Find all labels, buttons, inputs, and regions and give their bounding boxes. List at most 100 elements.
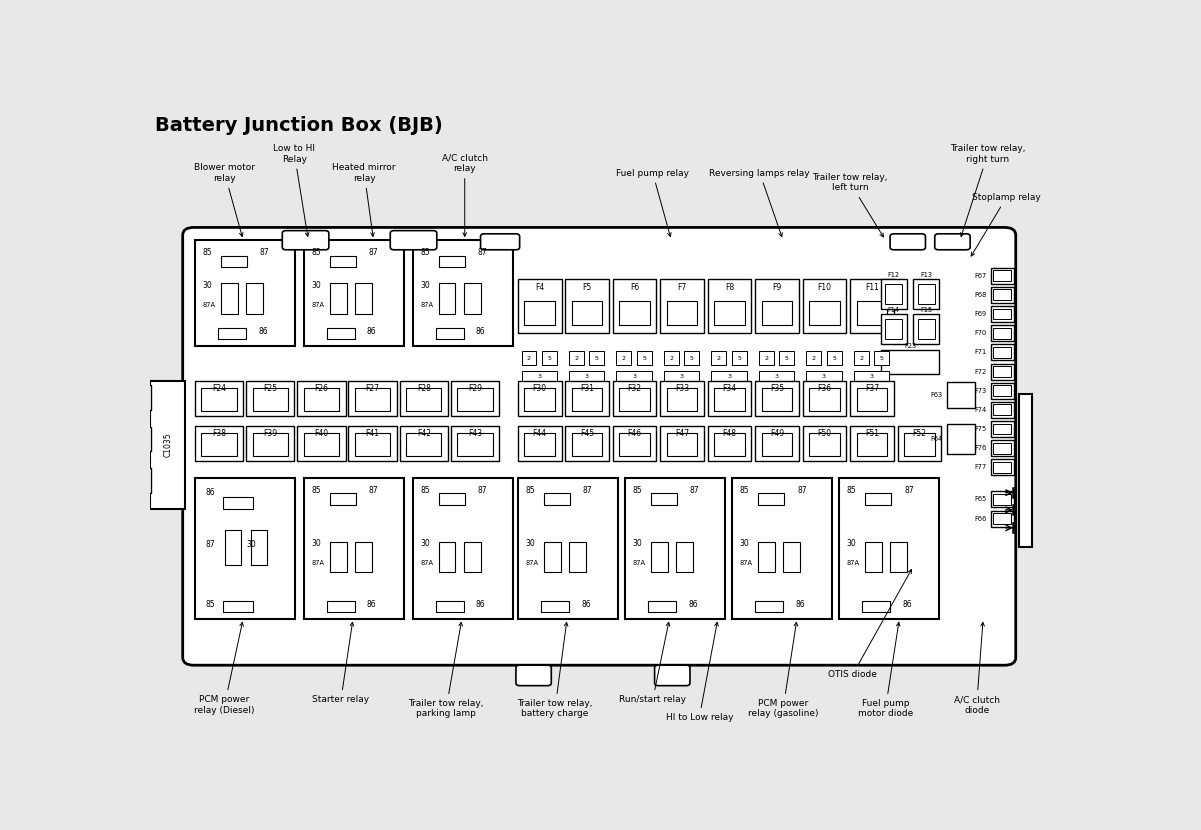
Text: F12: F12 xyxy=(888,271,900,278)
Text: 87A: 87A xyxy=(420,559,434,566)
Bar xyxy=(569,351,584,365)
Text: Trailer tow relay,
battery charge: Trailer tow relay, battery charge xyxy=(518,622,593,719)
Text: 30: 30 xyxy=(420,281,430,290)
Text: F5: F5 xyxy=(582,283,592,292)
Text: F37: F37 xyxy=(865,384,879,393)
Text: F8: F8 xyxy=(725,283,734,292)
Text: 87A: 87A xyxy=(311,559,324,566)
Text: 87A: 87A xyxy=(420,301,434,308)
Text: F70: F70 xyxy=(975,330,987,336)
Bar xyxy=(711,371,747,383)
Text: F13: F13 xyxy=(920,271,932,278)
Bar xyxy=(667,433,698,456)
Bar xyxy=(225,530,241,565)
Bar xyxy=(544,493,570,505)
Text: F34: F34 xyxy=(723,384,736,393)
Bar xyxy=(221,284,238,314)
Bar xyxy=(850,426,894,461)
Text: 5: 5 xyxy=(737,356,741,361)
Bar xyxy=(464,542,480,572)
Text: PCM power
relay (Diesel): PCM power relay (Diesel) xyxy=(195,622,255,715)
Text: F4: F4 xyxy=(534,283,544,292)
Text: 87A: 87A xyxy=(525,559,538,566)
Bar xyxy=(993,442,1011,454)
Text: F63: F63 xyxy=(930,392,943,398)
Bar xyxy=(874,351,889,365)
Bar xyxy=(355,284,371,314)
Text: 30: 30 xyxy=(311,281,321,290)
Text: 3: 3 xyxy=(821,374,826,379)
Text: 87: 87 xyxy=(478,248,488,257)
Bar xyxy=(613,381,657,416)
Bar xyxy=(993,271,1011,281)
Bar xyxy=(991,440,1014,457)
Text: F9: F9 xyxy=(772,283,782,292)
Text: F74: F74 xyxy=(975,407,987,413)
Text: Blower motor
relay: Blower motor relay xyxy=(195,164,255,237)
Text: 3: 3 xyxy=(632,374,637,379)
Bar xyxy=(865,493,891,505)
Bar xyxy=(195,478,295,618)
Text: 87: 87 xyxy=(369,486,378,496)
Text: F28: F28 xyxy=(417,384,431,393)
Bar xyxy=(809,301,839,325)
Text: F66: F66 xyxy=(975,515,987,521)
Bar xyxy=(521,351,537,365)
Bar xyxy=(222,601,252,613)
Bar xyxy=(195,240,295,345)
Text: F14: F14 xyxy=(888,307,900,313)
Text: F50: F50 xyxy=(818,429,831,437)
Text: F52: F52 xyxy=(913,429,926,437)
Text: Run/start relay: Run/start relay xyxy=(620,622,686,704)
Bar xyxy=(297,381,346,416)
Text: F77: F77 xyxy=(975,465,987,471)
Text: 85: 85 xyxy=(420,486,430,496)
Bar xyxy=(252,388,288,411)
Text: F11: F11 xyxy=(865,283,879,292)
Text: 86: 86 xyxy=(368,327,377,336)
Bar xyxy=(991,306,1014,322)
Text: 87A: 87A xyxy=(847,559,860,566)
Text: 3: 3 xyxy=(680,374,683,379)
Bar xyxy=(525,301,555,325)
Text: 85: 85 xyxy=(311,248,321,257)
Bar xyxy=(731,351,747,365)
Bar xyxy=(544,542,561,572)
Bar xyxy=(246,426,294,461)
Bar xyxy=(993,494,1011,505)
Text: F65: F65 xyxy=(975,496,987,502)
Bar xyxy=(918,284,934,304)
Bar xyxy=(438,256,465,267)
Bar xyxy=(572,388,603,411)
Text: F40: F40 xyxy=(315,429,328,437)
Text: Starter relay: Starter relay xyxy=(312,622,370,704)
Bar xyxy=(569,542,586,572)
Bar xyxy=(758,542,775,572)
Text: 2: 2 xyxy=(717,356,721,361)
Bar xyxy=(802,426,847,461)
Text: 87: 87 xyxy=(582,486,592,496)
Bar xyxy=(525,388,555,411)
Text: 30: 30 xyxy=(246,540,256,549)
Bar xyxy=(616,351,632,365)
Bar xyxy=(664,351,679,365)
Text: F73: F73 xyxy=(975,388,987,393)
Bar xyxy=(707,279,752,333)
Bar xyxy=(413,240,513,345)
Text: F29: F29 xyxy=(468,384,482,393)
Text: F68: F68 xyxy=(975,292,987,298)
Bar xyxy=(327,601,355,613)
Text: F33: F33 xyxy=(675,384,689,393)
Bar xyxy=(518,426,562,461)
Bar xyxy=(759,371,794,383)
FancyBboxPatch shape xyxy=(183,227,1016,665)
Bar xyxy=(904,433,934,456)
Text: 85: 85 xyxy=(525,486,534,496)
Bar xyxy=(436,328,464,339)
Text: 86: 86 xyxy=(795,600,805,609)
Text: 86: 86 xyxy=(476,327,485,336)
Bar xyxy=(991,325,1014,341)
Bar xyxy=(885,319,902,339)
Bar xyxy=(518,279,562,333)
FancyBboxPatch shape xyxy=(480,234,520,250)
